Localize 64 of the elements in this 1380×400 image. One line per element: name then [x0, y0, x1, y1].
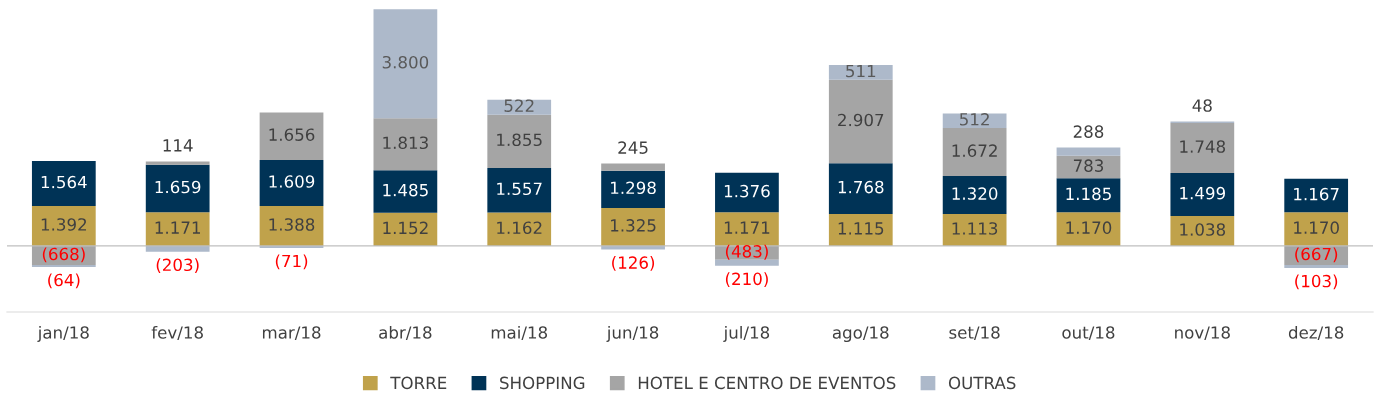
data-label: 1.185: [1066, 187, 1111, 201]
data-label: 288: [1073, 125, 1104, 138]
data-label: 1.038: [1180, 223, 1226, 236]
data-label: 245: [618, 141, 648, 154]
data-label: (483): [725, 244, 768, 260]
data-label: 1.170: [1294, 221, 1339, 234]
data-label: 1.325: [611, 219, 656, 232]
data-label: 1.171: [724, 221, 770, 234]
data-label: 48: [1192, 99, 1212, 112]
data-label: 1.320: [952, 187, 998, 200]
data-label: 1.855: [497, 133, 542, 147]
data-label: 1.115: [838, 222, 884, 235]
x-tick-label: jun/18: [606, 325, 659, 343]
legend-label: SHOPPING: [500, 376, 585, 390]
data-label: 1.813: [383, 136, 428, 150]
data-label: 1.557: [497, 182, 542, 196]
x-tick-label: jan/18: [37, 325, 89, 343]
x-tick-label: mai/18: [491, 325, 548, 341]
x-tick-label: mar/18: [262, 326, 321, 341]
legend-label: HOTEL E CENTRO DE EVENTOS: [638, 376, 896, 390]
legend-label: OUTRAS: [948, 376, 1016, 390]
data-label: 1.564: [41, 175, 87, 189]
data-label: (64): [48, 273, 80, 289]
data-label: 783: [1073, 159, 1104, 172]
data-label: 1.392: [41, 218, 87, 231]
legend-label: TORRE: [390, 376, 447, 390]
x-tick-label: out/18: [1062, 326, 1115, 341]
data-label: 1.170: [1066, 221, 1112, 234]
data-label: 1.388: [269, 218, 315, 231]
data-label: 3.800: [382, 55, 429, 69]
data-label: 1.171: [155, 221, 200, 234]
data-label: 512: [960, 113, 989, 126]
data-label: (203): [156, 258, 199, 274]
data-label: (103): [1295, 274, 1338, 290]
data-label: (210): [725, 272, 768, 288]
data-label: 1.113: [952, 222, 998, 235]
data-label: 2.907: [838, 113, 884, 127]
data-label: 1.298: [611, 181, 656, 195]
data-label: 114: [163, 139, 193, 152]
x-tick-label: set/18: [949, 326, 1000, 341]
data-label: 1.672: [952, 144, 997, 157]
data-label: 1.162: [497, 221, 542, 235]
data-label: 1.499: [1180, 186, 1226, 200]
data-label: 1.748: [1180, 140, 1226, 153]
data-label: 1.152: [383, 221, 428, 235]
data-label: (668): [42, 247, 85, 263]
x-tick-label: fev/18: [151, 325, 203, 341]
x-tick-label: dez/18: [1288, 325, 1344, 341]
data-label: 1.485: [383, 183, 428, 197]
data-label: 1.609: [269, 175, 315, 188]
data-label: (126): [612, 256, 655, 271]
x-tick-label: abr/18: [379, 325, 432, 341]
data-label: 1.167: [1294, 187, 1339, 201]
data-label: (71): [275, 254, 308, 270]
x-tick-label: nov/18: [1175, 326, 1230, 341]
data-label: 522: [504, 99, 534, 112]
data-label: 1.376: [724, 184, 770, 198]
data-label: 511: [846, 64, 876, 78]
data-label: 1.768: [838, 180, 884, 194]
data-label: (667): [1295, 247, 1338, 263]
x-tick-label: ago/18: [832, 326, 889, 343]
data-label: 1.656: [269, 128, 315, 141]
x-tick-label: jul/18: [723, 325, 770, 343]
data-label: 1.659: [155, 180, 201, 194]
